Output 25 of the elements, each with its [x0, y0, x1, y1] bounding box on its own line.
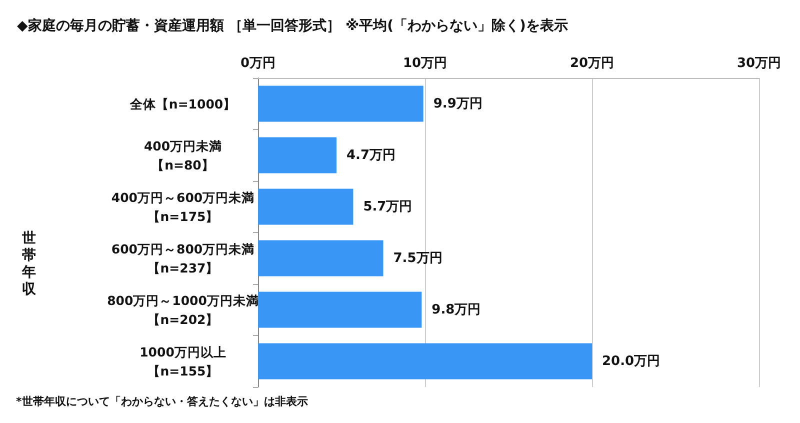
data-label: 7.5万円	[393, 250, 442, 266]
y-tick-label: 1000万円以上【n=155】	[140, 344, 226, 378]
x-tick-label: 0万円	[240, 56, 276, 71]
x-tick-label: 20万円	[570, 56, 614, 71]
y-tick-label: 400万円未満【n=80】	[144, 138, 222, 172]
y-tick-label: 800万円～1000万円未満【n=202】	[107, 292, 259, 327]
bar	[258, 240, 384, 276]
x-tick-label: 10万円	[402, 56, 448, 71]
bar	[258, 137, 336, 174]
data-label: 9.9万円	[433, 96, 482, 112]
text: 世帯年収	[21, 230, 37, 298]
data-label: 4.7万円	[346, 148, 396, 163]
bar	[258, 343, 592, 380]
x-tick-label: 30万円	[736, 56, 782, 71]
data-label: 20.0万円	[602, 354, 660, 369]
bar	[258, 86, 424, 122]
bar	[258, 188, 354, 225]
bar	[258, 292, 422, 328]
y-tick-label: 600万円～800万円未満【n=237】	[111, 241, 255, 276]
data-label: 5.7万円	[363, 199, 412, 214]
y-tick-label: 全体【n=1000】	[128, 96, 236, 112]
y-tick-label: 400万円～600万円未満【n=175】	[111, 190, 255, 224]
text: *世帯年収について「わからない・答えたくない」は非表示	[16, 395, 308, 408]
chart-title: ◆家庭の毎月の貯蓄・資産運用額 ［単一回答形式］ ※平均(「わからない」除く)を表示	[17, 17, 568, 34]
data-label: 9.8万円	[432, 302, 481, 318]
